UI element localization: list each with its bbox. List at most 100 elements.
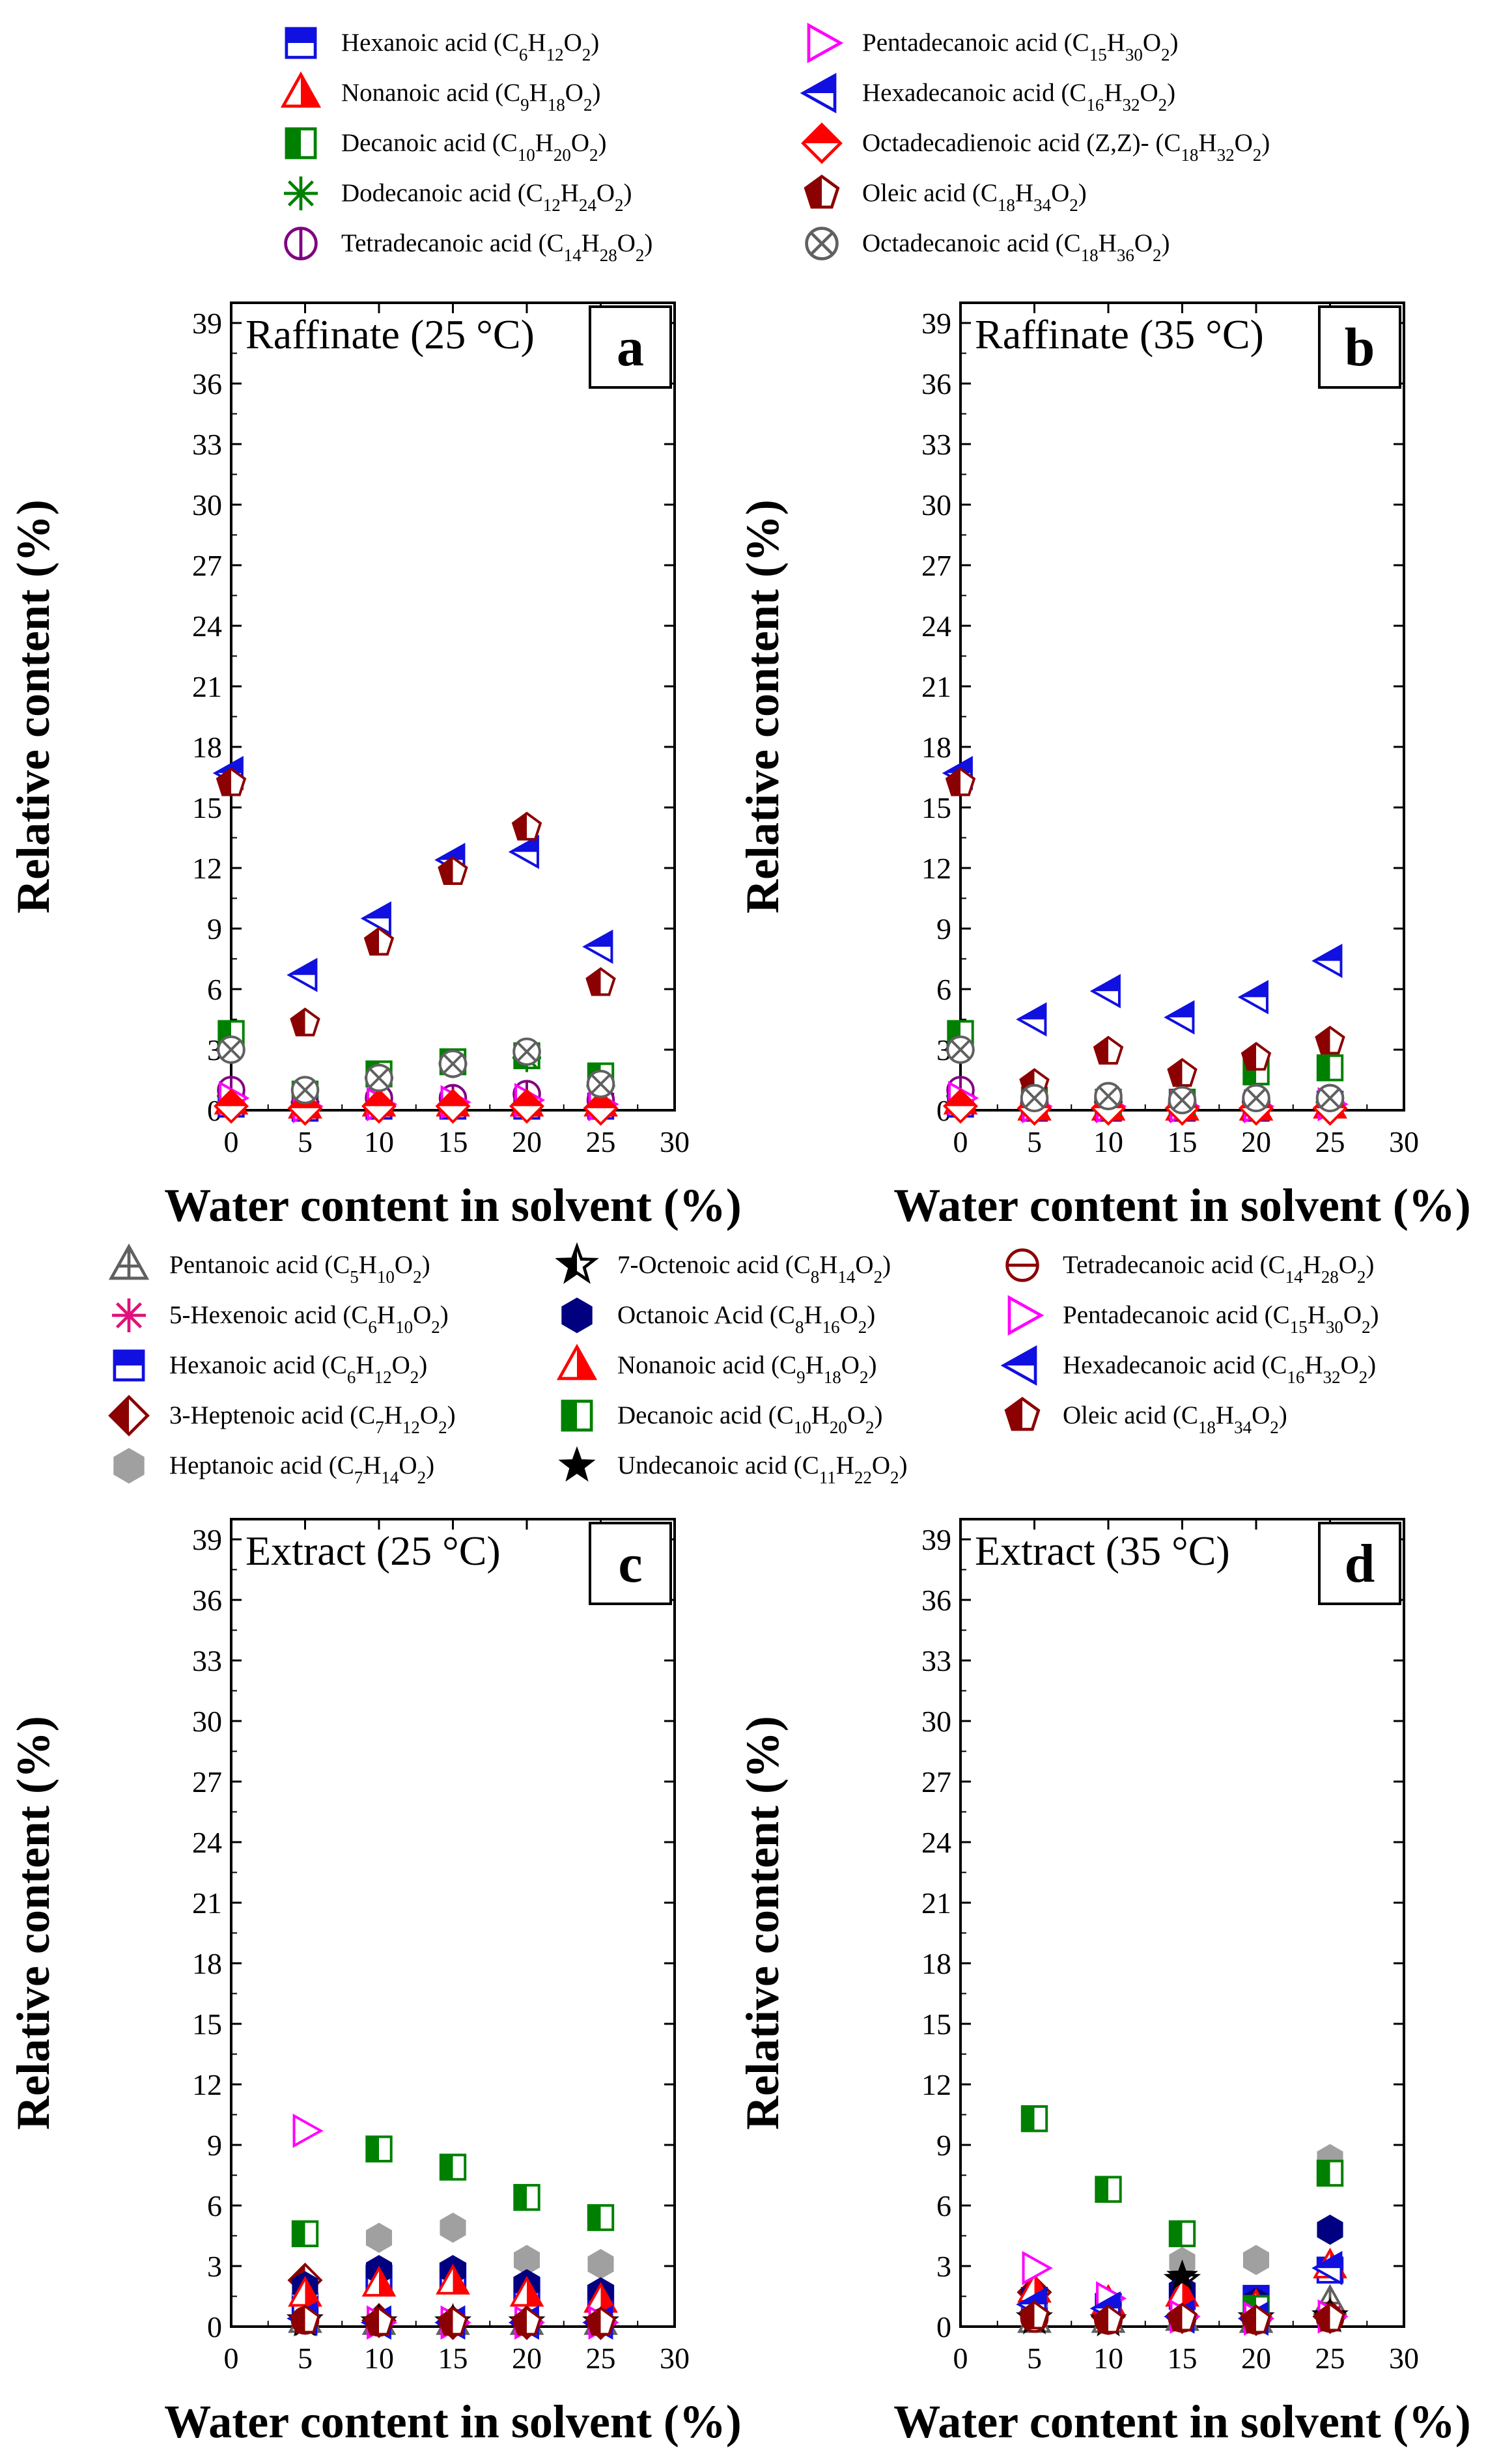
panel-d-xtick-label-10: 10 — [1093, 2342, 1123, 2375]
panel-c-ytick-label-21: 21 — [192, 1886, 222, 1920]
panel-d-xlabel: Water content in solvent (%) — [893, 2396, 1471, 2448]
panel-a-point-hexadecanoic-acid-25 — [582, 929, 613, 964]
legend-middle-marker-pentanoic-acid — [108, 1243, 150, 1280]
legend-middle-item-5-hexenoic-acid: 5-Hexenoic acid (C6H10O2) — [112, 1298, 449, 1337]
legend-middle-item-heptanoic-acid: Heptanoic acid (C7H14O2) — [113, 1448, 434, 1487]
legend-top-marker-octadecadienoic-acid-z-z — [801, 122, 843, 164]
legend-top-marker-dodecanoic-acid — [284, 176, 318, 210]
legend-top-marker-pentadecanoic-acid — [807, 22, 844, 64]
legend-middle-label-pentadecanoic-acid: Pentadecanoic acid (C15H30O2) — [1063, 1301, 1379, 1337]
panel-c-ytick-label-33: 33 — [192, 1644, 222, 1677]
legend-top-item-hexadecanoic-acid: Hexadecanoic acid (C16H32O2) — [800, 72, 1175, 115]
panel-b-point-oleic-acid-10 — [1093, 1035, 1124, 1065]
legend-middle-label-nonanoic-acid: Nonanoic acid (C9H18O2) — [617, 1351, 876, 1387]
panel-b-series-pentadecanoic-acid — [948, 1081, 1349, 1124]
panel-b-series-octadecanoic-acid — [946, 1035, 1345, 1115]
panel-c-letter-box — [589, 1522, 672, 1605]
panel-c-letter: c — [618, 1533, 642, 1594]
legend-middle-marker-oleic-acid — [1004, 1397, 1041, 1431]
panel-a-series-nonanoic-acid — [214, 1084, 618, 1119]
legend-top: Hexanoic acid (C6H12O2) Nonanoic acid (C9… — [280, 22, 1270, 265]
legend-top-label-dodecanoic-acid: Dodecanoic acid (C12H24O2) — [341, 179, 632, 215]
panel-a-ytick-label-36: 36 — [192, 367, 222, 400]
legend-top-item-dodecanoic-acid: Dodecanoic acid (C12H24O2) — [284, 176, 632, 215]
panel-c-point-nonanoic-acid-10 — [361, 2265, 397, 2297]
panel-a-ytick-label-9: 9 — [207, 912, 222, 945]
panel-c-ytick-label-27: 27 — [192, 1765, 222, 1799]
panel-b-ytick-label-30: 30 — [921, 488, 951, 522]
legend-middle-marker-undecanoic-acid — [558, 1446, 596, 1482]
panel-c-xtick-label-30: 30 — [660, 2342, 690, 2375]
panel-a-point-oleic-acid-25 — [585, 967, 616, 996]
panel-b-series-hexadecanoic-acid — [942, 755, 1343, 1037]
panel-b-ytick-label-27: 27 — [921, 549, 951, 582]
panel-c-point-oleic-acid-15 — [438, 2306, 468, 2336]
legend-middle-label-5-hexenoic-acid: 5-Hexenoic acid (C6H10O2) — [169, 1301, 449, 1337]
panel-a-point-octadecanoic-acid-25 — [586, 1069, 615, 1099]
legend-middle-item-pentadecanoic-acid: Pentadecanoic acid (C15H30O2) — [1007, 1295, 1379, 1337]
panel-d-xtick-label-15: 15 — [1168, 2342, 1198, 2375]
panel-d-point-decanoic-acid-25 — [1316, 2159, 1344, 2187]
legend-middle-label-octanoic-acid: Octanoic Acid (C8H16O2) — [617, 1301, 875, 1337]
panel-c-point-decanoic-acid-5 — [291, 2220, 319, 2248]
panel-b-ylabel: Relative content (%) — [736, 499, 789, 914]
panel-d-xtick-label-0: 0 — [953, 2342, 968, 2375]
legend-middle-label-3-heptenoic-acid: 3-Heptenoic acid (C7H12O2) — [169, 1401, 456, 1437]
legend-top-item-octadecanoic-acid: Octadecanoic acid (C18H36O2) — [805, 227, 1170, 265]
panel-b-series-decanoic-acid — [947, 1020, 1344, 1116]
panel-d-ytick-label-24: 24 — [921, 1826, 951, 1859]
panel-c-point-oleic-acid-10 — [363, 2306, 395, 2336]
legend-middle-marker-heptanoic-acid — [113, 1448, 145, 1484]
panel-c-ytick-label-12: 12 — [192, 2068, 222, 2101]
panel-b-point-decanoic-acid-25 — [1316, 1054, 1344, 1082]
legend-top-item-hexanoic-acid: Hexanoic acid (C6H12O2) — [285, 27, 599, 64]
panel-c-series-decanoic-acid — [291, 2135, 615, 2248]
panel-d-frame — [959, 1518, 1405, 2328]
legend-middle-item-oleic-acid: Oleic acid (C18H34O2) — [1004, 1397, 1287, 1437]
panel-a-point-hexadecanoic-acid-5 — [287, 957, 318, 992]
panel-c-point-oleic-acid-20 — [511, 2306, 542, 2336]
panel-c-xtick-label-5: 5 — [298, 2342, 313, 2375]
panel-d-title: Extract (35 °C) — [975, 1528, 1230, 1574]
legend-top-marker-nonanoic-acid — [280, 71, 322, 108]
legend-middle-item-hexadecanoic-acid: Hexadecanoic acid (C16H32O2) — [1000, 1345, 1376, 1387]
panel-b-ytick-label-24: 24 — [921, 609, 951, 643]
panel-a-ylabel: Relative content (%) — [7, 499, 59, 914]
panel-a-point-hexadecanoic-acid-10 — [360, 901, 391, 936]
legend-middle-item-3-heptenoic-acid: 3-Heptenoic acid (C7H12O2) — [108, 1395, 456, 1437]
legend-middle-label-hexadecanoic-acid: Hexadecanoic acid (C16H32O2) — [1063, 1351, 1376, 1387]
legend-top-label-oleic-acid: Oleic acid (C18H34O2) — [862, 179, 1087, 215]
panel-d-ytick-label-33: 33 — [921, 1644, 951, 1677]
legend-top-label-nonanoic-acid: Nonanoic acid (C9H18O2) — [341, 79, 600, 115]
panel-c-series-oleic-acid — [290, 2304, 616, 2336]
panel-b-ytick-label-15: 15 — [921, 791, 951, 824]
legend-top-item-decanoic-acid: Decanoic acid (C10H20O2) — [285, 127, 607, 165]
panel-d-point-undecanoic-acid-15 — [1166, 2259, 1198, 2290]
panel-a-point-octadecanoic-acid-20 — [512, 1037, 541, 1066]
panel-d-ytick-label-39: 39 — [921, 1523, 951, 1556]
panel-a-xtick-label-0: 0 — [224, 1125, 239, 1158]
panel-d-point-decanoic-acid-10 — [1095, 2176, 1122, 2203]
panel-c-point-decanoic-acid-10 — [365, 2135, 393, 2163]
panel-a-ytick-label-24: 24 — [192, 609, 222, 643]
panel-a-point-oleic-acid-5 — [290, 1007, 320, 1037]
panel-c-ytick-label-15: 15 — [192, 2008, 222, 2041]
panel-a-xlabel: Water content in solvent (%) — [164, 1179, 742, 1231]
panel-b-xtick-label-0: 0 — [953, 1125, 968, 1158]
panel-a-series-hexadecanoic-acid — [212, 755, 613, 992]
panel-b-letter-box — [1318, 305, 1401, 389]
legend-middle-item-pentanoic-acid: Pentanoic acid (C5H10O2) — [108, 1243, 430, 1287]
panel-d-point-oleic-acid-15 — [1167, 2303, 1198, 2332]
legend-middle: Pentanoic acid (C5H10O2) 5-Hexenoic acid … — [108, 1242, 1379, 1487]
panel-d-letter: d — [1345, 1533, 1375, 1594]
legend-middle-label-decanoic-acid: Decanoic acid (C10H20O2) — [617, 1401, 883, 1437]
panel-a-point-octadecanoic-acid-0 — [217, 1035, 245, 1064]
panel-b-point-octadecanoic-acid-5 — [1020, 1084, 1049, 1113]
panel-b-title: Raffinate (35 °C) — [975, 311, 1264, 357]
legend-top-label-octadecadienoic-acid-z-z: Octadecadienoic acid (Z,Z)- (C18H32O2) — [862, 129, 1270, 165]
panel-b-xlabel: Water content in solvent (%) — [893, 1179, 1471, 1231]
panel-c-ylabel: Relative content (%) — [7, 1716, 59, 2130]
panel-a-letter-box — [589, 305, 672, 389]
panel-d-point-oleic-acid-20 — [1241, 2304, 1272, 2334]
